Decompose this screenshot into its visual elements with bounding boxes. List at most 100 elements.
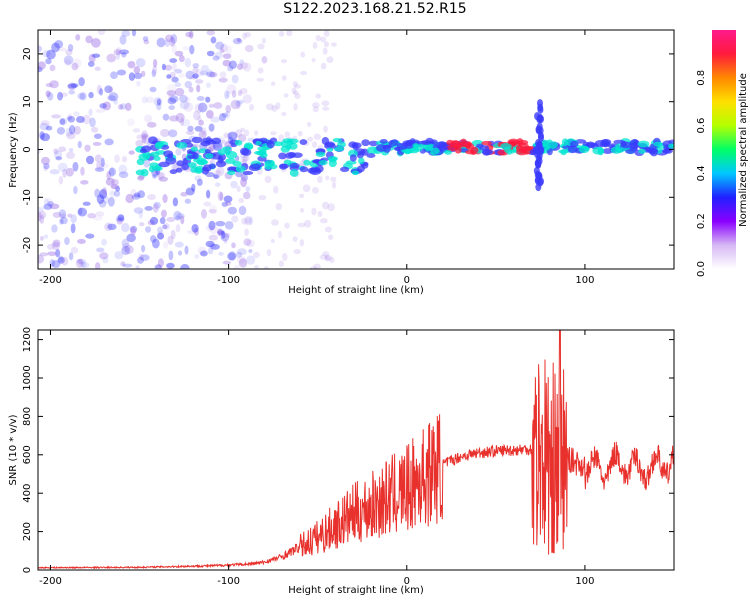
spectrogram-noise-mark xyxy=(170,33,178,44)
spectrogram-noise-mark xyxy=(263,266,269,269)
spectrogram-noise-mark xyxy=(322,106,330,111)
spectrogram-noise-mark xyxy=(213,173,218,180)
spectrogram-band-mark xyxy=(266,141,275,149)
spectrogram-noise-mark xyxy=(248,216,254,226)
spectrogram-noise-mark xyxy=(62,168,67,178)
spectrogram-noise-mark xyxy=(232,37,243,45)
spectrogram-noise-mark xyxy=(114,154,120,164)
spectrogram-noise-mark xyxy=(270,238,275,244)
spectrogram-band-mark xyxy=(379,138,388,144)
spectrogram-noise-mark xyxy=(270,81,276,86)
spectrogram-noise-mark xyxy=(238,205,247,216)
spectrogram-noise-mark xyxy=(106,53,117,63)
spectrogram-noise-mark xyxy=(39,236,45,241)
spectrogram-noise-mark xyxy=(108,167,115,178)
spectrogram-noise-mark xyxy=(43,234,49,239)
spectrogram-noise-mark xyxy=(177,250,183,256)
spectrogram-noise-mark xyxy=(208,123,215,132)
spectrogram-noise-mark xyxy=(168,250,174,261)
spectrogram-noise-mark xyxy=(77,207,88,217)
x-tick-label: -100 xyxy=(217,275,240,286)
y-tick-label: -10 xyxy=(22,189,33,205)
spectrogram-noise-mark xyxy=(102,101,111,111)
spectrogram-noise-mark xyxy=(127,118,135,127)
x-tick-label: -200 xyxy=(39,275,62,286)
spectrogram-noise-mark xyxy=(328,234,334,240)
spectrogram-noise-mark xyxy=(96,84,102,95)
spectrogram-noise-mark xyxy=(169,58,178,63)
spectrogram-noise-mark xyxy=(77,238,86,244)
spectrogram-noise-mark xyxy=(161,63,166,71)
spectrogram-noise-mark xyxy=(236,248,247,256)
spectrogram-noise-mark xyxy=(70,246,79,254)
spectrogram-noise-mark xyxy=(64,59,72,66)
spectrogram-band-mark xyxy=(192,152,199,160)
spectrogram-band-mark xyxy=(648,148,659,155)
spectrogram-noise-mark xyxy=(185,130,195,135)
spectrogram-band-mark xyxy=(208,163,217,169)
spectrogram-spike-mark xyxy=(535,160,542,169)
spectrogram-noise-mark xyxy=(205,189,211,199)
spectrogram-spike-mark xyxy=(536,99,543,108)
spectrogram-noise-mark xyxy=(220,43,228,53)
spectrogram-noise-mark xyxy=(237,63,244,70)
spectrogram-noise-mark xyxy=(317,175,323,184)
spectrogram-band-mark xyxy=(450,140,461,149)
spectrogram-noise-mark xyxy=(89,117,96,128)
spectrogram-noise-mark xyxy=(157,232,165,240)
spectrogram-noise-mark xyxy=(188,86,194,93)
spectrogram-band-mark xyxy=(328,159,337,168)
spectrogram-noise-mark xyxy=(121,238,130,248)
spectrogram-band-mark xyxy=(191,136,203,144)
spectrogram-noise-mark xyxy=(265,103,274,111)
spectrogram-noise-mark xyxy=(42,50,51,58)
spectrogram-noise-mark xyxy=(188,30,194,39)
spectrogram-noise-mark xyxy=(58,146,67,153)
spectrogram-noise-mark xyxy=(257,43,265,50)
spectrogram-band-mark xyxy=(278,152,287,160)
spectrogram-noise-mark xyxy=(243,62,252,72)
spectrogram-noise-mark xyxy=(167,93,173,100)
spectrogram-noise-mark xyxy=(147,193,156,201)
spectrogram-noise-mark xyxy=(68,148,74,153)
spectrogram-noise-mark xyxy=(323,125,328,133)
spectrogram-noise-mark xyxy=(171,43,177,54)
spectrogram-noise-mark xyxy=(236,255,246,264)
spectrogram-noise-mark xyxy=(156,230,165,239)
spectrogram-noise-mark xyxy=(46,243,55,250)
snr-x-ticks: -200 -100 0 100 xyxy=(39,330,594,587)
spectrogram-band-mark xyxy=(420,140,432,145)
spectrogram-noise-mark xyxy=(104,222,113,231)
spectrogram-noise-mark xyxy=(191,224,199,233)
spectrogram-noise-mark xyxy=(67,113,73,120)
spectrogram-noise-mark xyxy=(169,36,176,47)
spectrogram-noise-mark xyxy=(168,129,178,138)
spectrogram-noise-mark xyxy=(100,157,105,168)
spectrogram-spike-mark xyxy=(535,183,542,192)
spectrogram-noise-mark xyxy=(139,222,145,227)
spectrogram-noise-mark xyxy=(141,130,148,141)
spectrogram-noise-mark xyxy=(147,219,155,226)
spectrogram-noise-mark xyxy=(222,260,232,265)
y-tick-label: 20 xyxy=(22,48,33,61)
spectrogram-noise-mark xyxy=(270,131,277,136)
spectrogram-noise-mark xyxy=(218,77,228,83)
spectrogram-band-mark xyxy=(289,168,299,177)
spectrogram-noise-mark xyxy=(70,223,76,234)
spectrogram-noise-mark xyxy=(133,66,141,74)
spectrogram-noise-mark xyxy=(179,100,190,110)
spectrogram-noise-mark xyxy=(182,45,190,51)
spectrogram-noise-mark xyxy=(88,108,93,117)
spectrogram-noise-mark xyxy=(181,119,191,127)
spectrogram-noise-mark xyxy=(136,134,143,140)
spectrogram-band-mark xyxy=(361,139,370,147)
spectrogram-noise-mark xyxy=(191,183,196,192)
spectrogram-noise-mark xyxy=(221,112,229,118)
spectrogram-noise-mark xyxy=(108,86,114,93)
spectrogram-band-mark xyxy=(148,165,156,173)
spectrogram-noise-mark xyxy=(231,74,239,84)
spectrogram-noise-mark xyxy=(116,69,127,76)
spectrogram-band-mark xyxy=(390,139,399,147)
spectrogram-band-mark xyxy=(366,153,376,158)
spectrogram-band-mark xyxy=(288,151,297,159)
